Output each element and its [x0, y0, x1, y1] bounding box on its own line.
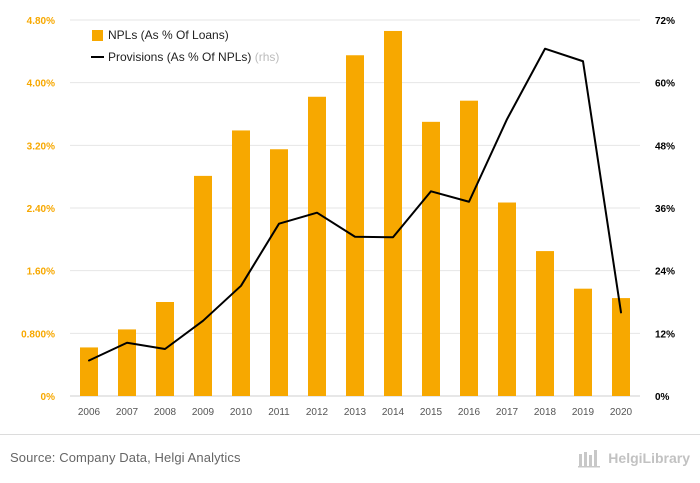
legend-provisions-suffix: (rhs)	[255, 50, 280, 64]
library-icon	[578, 450, 601, 468]
x-tick-label-2013: 2013	[344, 407, 367, 418]
x-tick-label-2012: 2012	[306, 407, 329, 418]
npl-bar-2017	[498, 202, 516, 396]
y-left-tick-label-1: 0.800%	[21, 329, 55, 340]
y-right-tick-label-4: 48%	[655, 141, 675, 152]
provisions-line	[88, 47, 622, 362]
npl-bar-2009	[194, 175, 212, 396]
npl-bar-2013	[346, 55, 364, 396]
x-tick-label-2006: 2006	[78, 407, 101, 418]
chart-svg: 0% 0.800% 1.60% 2.40% 3.20% 4.00% 4.80% 0% 12% 24…	[21, 16, 675, 418]
x-tick-label-2008: 2008	[154, 407, 177, 418]
legend-provisions-label: Provisions (As % Of NPLs) (rhs)	[108, 50, 279, 64]
x-tick-label-2019: 2019	[572, 407, 595, 418]
x-tick-label-2017: 2017	[496, 407, 519, 418]
y-left-tick-label-0: 0%	[41, 392, 56, 403]
footer-divider	[0, 434, 700, 435]
x-tick-label-2011: 2011	[268, 407, 290, 418]
npl-bar-2011	[270, 149, 288, 396]
y-right-tick-label-6: 72%	[655, 16, 675, 27]
source-text: Source: Company Data, Helgi Analytics	[10, 450, 241, 465]
npl-bar-2014	[384, 30, 402, 396]
y-right-tick-label-0: 0%	[655, 392, 670, 403]
y-left-tick-label-2: 1.60%	[27, 267, 55, 278]
x-tick-label-2007: 2007	[116, 407, 139, 418]
y-right-tick-label-3: 36%	[655, 204, 675, 215]
brand-logo: HelgiLibrary	[577, 448, 690, 468]
npl-bar-2007	[118, 329, 136, 396]
npl-bar-2012	[308, 96, 326, 397]
brand-text: HelgiLibrary	[608, 450, 690, 466]
npl-bar-2018	[536, 251, 554, 396]
npl-bar-2015	[422, 121, 440, 396]
npl-bar-2016	[460, 100, 478, 396]
y-left-tick-label-3: 2.40%	[27, 204, 55, 215]
x-tick-label-2015: 2015	[420, 407, 443, 418]
y-left-tick-label-4: 3.20%	[27, 141, 55, 152]
y-left-tick-label-6: 4.80%	[27, 16, 55, 27]
npl-bar-2020	[612, 298, 630, 396]
legend-npl-label: NPLs (As % Of Loans)	[108, 28, 229, 42]
npl-bar-2019	[574, 288, 592, 396]
x-tick-label-2009: 2009	[192, 407, 215, 418]
x-tick-label-2010: 2010	[230, 407, 253, 418]
npl-bar-2010	[232, 130, 250, 396]
x-tick-label-2020: 2020	[610, 407, 633, 418]
y-right-tick-label-5: 60%	[655, 79, 675, 90]
x-tick-label-2016: 2016	[458, 407, 481, 418]
legend-npl-swatch	[92, 30, 103, 41]
legend-provisions-main: Provisions (As % Of NPLs)	[108, 50, 255, 64]
y-left-tick-label-5: 4.00%	[27, 79, 55, 90]
y-right-tick-label-1: 12%	[655, 329, 675, 340]
y-right-tick-label-2: 24%	[655, 267, 675, 278]
npl-bar-2006	[80, 347, 98, 396]
x-tick-label-2018: 2018	[534, 407, 557, 418]
x-tick-label-2014: 2014	[382, 407, 405, 418]
